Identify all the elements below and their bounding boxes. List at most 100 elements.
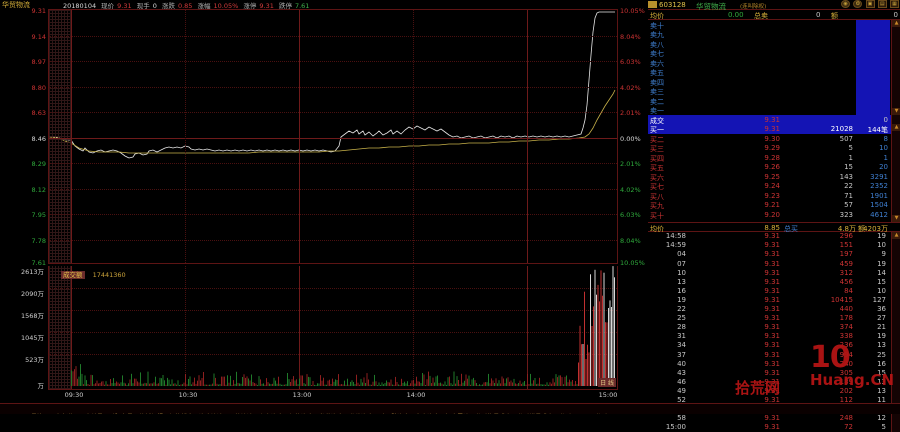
order-book-row-sell-7[interactable]: 卖三 [648,87,900,96]
level-label: 卖一 [650,107,664,115]
order-book-row-buy-4[interactable]: 买五 9.26 15 20 [648,163,900,172]
volume-title: 成交额 17441360 [61,269,126,279]
order-book-row-buy-5[interactable]: 买六 9.25 143 3291 [648,172,900,182]
tick-row[interactable]: 13 9.31 456 15 [648,277,900,286]
order-book-row-sell-2[interactable]: 卖八 [648,39,900,49]
order-book-row-sell-1[interactable]: 卖九 [648,30,900,39]
order-book-row-buy-1[interactable]: 买二 9.30 507 8 [648,134,900,144]
scroll-down-icon-sell[interactable]: ▼ [892,108,900,115]
tick-row[interactable]: 22 9.31 440 36 [648,305,900,314]
price-tick-0: 9.31 [31,7,46,15]
order-book-row-sell-4[interactable]: 卖六 [648,58,900,68]
avg-value: 0.00 [728,11,744,19]
tick-row[interactable]: 19 9.31 10415 127 [648,296,900,305]
tick-row[interactable]: 14:58 9.31 296 19 [648,232,900,241]
intraday-price-chart[interactable] [48,9,618,264]
globe-icon[interactable]: ❂ [853,0,863,8]
tick-row[interactable]: 34 9.31 236 13 [648,341,900,350]
tick-row[interactable]: 10 9.31 312 14 [648,268,900,277]
top-quote-fields: 20180104 现价 9.31 现手 0 涨跌 0.85 涨幅 10.05% 涨停 9.… [63,0,312,9]
level-label: 卖六 [650,59,664,68]
pct-tick-6: 2.01% [620,160,641,168]
tick-price: 9.31 [764,295,780,304]
tick-row[interactable]: 28 9.31 374 21 [648,323,900,332]
order-book-row-buy-3[interactable]: 买四 9.28 1 1 [648,153,900,163]
tick-row[interactable]: 14:59 9.31 151 10 [648,241,900,250]
calendar-icon[interactable]: ▦ [890,0,899,8]
top-date: 20180104 [63,2,97,9]
level-qty: 323 [839,210,853,219]
order-book-row-buy-8[interactable]: 买九 9.21 57 1504 [648,201,900,210]
period-legend[interactable]: 日 线 [598,378,616,387]
tick-row[interactable]: 25 9.31 178 27 [648,314,900,323]
tick-row[interactable]: 15:00 9.31 72 5 [648,423,900,432]
tick-price: 9.31 [764,414,780,423]
order-book-scrollbar[interactable]: ▲ ▼ ▲ ▼ [891,20,900,222]
volume-preopen-hatch [49,266,71,389]
tick-list[interactable]: 14:58 9.31 296 19 14:59 9.31 151 10 04 9.31 197 9 07… [648,232,900,432]
tick-row[interactable]: 52 9.31 112 11 [648,396,900,405]
tick-volume: 202 [839,386,853,395]
top-field-val-2: 0.85 [177,2,193,9]
volume-chart[interactable]: 成交额 17441360 日 线 [48,266,618,390]
tick-row[interactable]: 43 9.31 305 15 [648,368,900,377]
price-axis-left: 9.31 9.14 8.97 8.80 8.63 8.46 8.29 8.12 … [0,7,46,267]
tick-count: 13 [877,341,886,350]
tick-row[interactable]: 46 9.31 189 13 [648,378,900,387]
tick-count: 15 [877,368,886,377]
order-book-row-sell-8[interactable]: 卖二 [648,96,900,106]
order-book-row-buy-0[interactable]: 买一 9.31 21028 144笔 [648,124,900,134]
total-sell-value: 0 [816,11,821,19]
time-tick-1: 10:30 [178,391,198,399]
bottom-menu-bar[interactable]: 量比买卖力道买卖总量时隔力量停新探视机构博弈资金流速区势流速主力资金机构资金私募… [0,403,900,414]
tick-row[interactable]: 07 9.31 459 19 [648,259,900,268]
tick-row[interactable]: 40 9.31 240 16 [648,359,900,368]
tick-count: 127 [872,295,886,304]
price-tick-6: 8.29 [31,160,46,168]
tick-time: 19 [677,295,686,304]
time-tick-2: 13:00 [292,391,312,399]
tick-list-scrollbar[interactable]: ▲ [891,232,900,432]
tick-row[interactable]: 49 9.31 202 13 [648,387,900,396]
tick-scroll-up-icon[interactable]: ▲ [892,232,900,239]
volume-value: 17441360 [92,271,126,279]
tick-volume: 236 [839,341,853,350]
price-tick-7: 8.12 [31,185,46,194]
scroll-up-icon-buy[interactable]: ▲ [892,124,900,131]
percent-axis-right: 10.05% 8.04% 6.03% 4.02% 2.01% 0.00% 2.0… [620,7,648,267]
tick-row[interactable]: 04 9.31 197 9 [648,250,900,259]
order-book-row-sell-5[interactable]: 卖五 [648,68,900,77]
top-info-bar: 华贸物流 20180104 现价 9.31 现手 0 涨跌 0.85 涨幅 10.05%… [0,0,645,9]
pct-tick-0: 10.05% [620,7,645,15]
order-book-row-sell-6[interactable]: 卖四 [648,77,900,87]
tick-row[interactable]: 16 9.31 84 10 [648,287,900,296]
tick-time: 43 [677,368,686,377]
tick-volume: 305 [839,368,853,377]
quote-toolbar[interactable]: ◉ ❂ ▣ ▤ ▦ [840,0,899,8]
preopen-hatch-area [49,10,71,263]
tick-price: 9.31 [764,423,780,432]
price-tick-1: 9.14 [31,32,46,41]
tick-volume: 374 [839,323,853,332]
top-field-key-2: 涨跌 [161,2,175,9]
order-book-row-buy-2[interactable]: 买三 9.29 5 10 [648,144,900,153]
order-book-row-sell-3[interactable]: 卖七 [648,49,900,58]
scroll-up-icon[interactable]: ▲ [892,20,900,27]
tick-row[interactable]: 31 9.31 338 19 [648,332,900,341]
order-book-row-buy-9[interactable]: 买十 9.20 323 4612 [648,210,900,220]
order-book-row-buy-6[interactable]: 买七 9.24 22 2352 [648,182,900,191]
target-icon[interactable]: ◉ [841,0,851,8]
tick-row[interactable]: 37 9.31 994 25 [648,350,900,359]
order-book-row-buy-7[interactable]: 买八 9.23 71 1901 [648,191,900,201]
window-icon[interactable]: ▣ [865,0,875,8]
order-book-row-sell-0[interactable]: 卖十 [648,20,900,30]
order-book[interactable]: 卖十 卖九 卖八 卖七 卖六 卖五 卖四 卖三 卖二 卖一 成交 9.31 0 买一 9.31 21028 14… [648,20,900,222]
grid-icon[interactable]: ▤ [877,0,887,8]
top-field-key-1: 现手 [136,2,150,9]
order-book-row-sell-9[interactable]: 卖一 [648,106,900,115]
level-total: 1504 [870,201,888,209]
tick-row[interactable]: 58 9.31 248 12 [648,414,900,423]
scroll-down-icon[interactable]: ▼ [892,215,900,222]
order-book-row-deal[interactable]: 成交 9.31 0 [648,115,900,125]
pct-tick-9: 8.04% [620,236,641,245]
